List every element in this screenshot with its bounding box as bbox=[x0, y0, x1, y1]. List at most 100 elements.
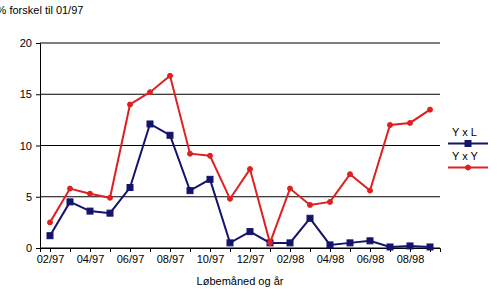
x-tick bbox=[110, 248, 111, 252]
x-tick-mark bbox=[370, 248, 371, 252]
x-tick bbox=[190, 248, 191, 252]
point bbox=[147, 121, 153, 127]
point bbox=[48, 220, 53, 225]
legend: Y x L Y x Y bbox=[448, 126, 488, 171]
grid-line bbox=[40, 145, 440, 146]
point bbox=[407, 243, 413, 249]
y-axis: 0 5 10 15 20 bbox=[20, 37, 41, 254]
point bbox=[308, 202, 313, 207]
x-tick: 04/97 bbox=[77, 248, 105, 265]
y-tick: 15 bbox=[20, 88, 40, 100]
x-tick bbox=[230, 248, 231, 252]
x-tick: 08/98 bbox=[397, 248, 425, 265]
grid-line bbox=[40, 43, 440, 44]
x-tick-mark bbox=[250, 248, 251, 252]
x-tick bbox=[310, 248, 311, 252]
x-tick: 12/97 bbox=[237, 248, 265, 265]
point bbox=[288, 186, 293, 191]
point bbox=[167, 132, 173, 138]
x-tick-mark bbox=[230, 248, 231, 252]
point bbox=[148, 90, 153, 95]
point bbox=[47, 233, 53, 239]
point bbox=[107, 210, 113, 216]
point bbox=[267, 240, 273, 246]
grid bbox=[40, 43, 440, 248]
y-tick: 10 bbox=[20, 140, 40, 152]
point bbox=[68, 186, 73, 191]
x-tick bbox=[70, 248, 71, 252]
y-axis-line bbox=[36, 44, 41, 249]
x-tick: 02/97 bbox=[37, 248, 65, 265]
x-tick bbox=[150, 248, 151, 252]
plot-area bbox=[47, 73, 433, 250]
x-tick: 06/98 bbox=[357, 248, 385, 265]
x-tick bbox=[350, 248, 351, 252]
point bbox=[368, 188, 373, 193]
x-tick: 06/97 bbox=[117, 248, 145, 265]
chart: 0510152002/9704/9706/9708/9710/9712/9702… bbox=[0, 0, 497, 307]
x-tick: 02/98 bbox=[277, 248, 305, 265]
point bbox=[207, 176, 213, 182]
x-tick-mark bbox=[190, 248, 191, 252]
point bbox=[427, 244, 433, 250]
x-tick bbox=[270, 248, 271, 252]
legend-label: Y x L bbox=[452, 126, 477, 138]
y-tick-label: 5 bbox=[26, 191, 32, 203]
x-tick-mark bbox=[350, 248, 351, 252]
x-tick-mark bbox=[130, 248, 131, 252]
point bbox=[227, 240, 233, 246]
point bbox=[268, 240, 273, 245]
y-tick-mark bbox=[36, 248, 40, 249]
point bbox=[388, 123, 393, 128]
point bbox=[428, 107, 433, 112]
x-tick-label: 10/97 bbox=[197, 253, 225, 265]
point bbox=[307, 215, 313, 221]
point bbox=[128, 102, 133, 107]
x-tick-mark bbox=[290, 248, 291, 252]
x-tick: 04/98 bbox=[317, 248, 345, 265]
x-tick-label: 06/98 bbox=[357, 253, 385, 265]
y-tick: 20 bbox=[20, 37, 40, 49]
y-tick-label: 0 bbox=[26, 242, 32, 254]
y-tick-label: 10 bbox=[20, 140, 32, 152]
x-tick-mark bbox=[90, 248, 91, 252]
point bbox=[228, 196, 233, 201]
x-tick-mark bbox=[210, 248, 211, 252]
grid-line bbox=[40, 94, 440, 95]
point bbox=[208, 153, 213, 158]
x-tick-mark bbox=[310, 248, 311, 252]
y-tick-mark bbox=[36, 197, 40, 198]
x-tick-label: 02/98 bbox=[277, 253, 305, 265]
point bbox=[328, 199, 333, 204]
x-tick-label: 04/98 bbox=[317, 253, 345, 265]
x-axis: 02/97 04/97 06/97 08/97 10/97 12/97 02/98 04/98… bbox=[37, 248, 441, 265]
x-tick-mark bbox=[170, 248, 171, 252]
series-line bbox=[50, 76, 430, 243]
point bbox=[408, 120, 413, 125]
x-tick: 10/97 bbox=[197, 248, 225, 265]
point bbox=[108, 195, 113, 200]
point bbox=[187, 188, 193, 194]
x-tick-label: 12/97 bbox=[237, 253, 265, 265]
point bbox=[87, 208, 93, 214]
point bbox=[188, 151, 193, 156]
y-tick-label: 20 bbox=[20, 37, 32, 49]
y-tick-mark bbox=[36, 94, 40, 95]
x-tick-mark bbox=[150, 248, 151, 252]
y-tick-label: 15 bbox=[20, 88, 32, 100]
y-tick-mark bbox=[36, 146, 40, 147]
point bbox=[168, 73, 173, 78]
point bbox=[67, 199, 73, 205]
point bbox=[347, 240, 353, 246]
point bbox=[88, 191, 93, 196]
x-tick-mark bbox=[110, 248, 111, 252]
point bbox=[247, 229, 253, 235]
point bbox=[127, 185, 133, 191]
point bbox=[348, 172, 353, 177]
legend-label: Y x Y bbox=[452, 150, 479, 162]
point bbox=[367, 238, 373, 244]
x-tick-label: 08/97 bbox=[157, 253, 185, 265]
point bbox=[287, 240, 293, 246]
point bbox=[387, 244, 393, 250]
x-axis-line bbox=[41, 249, 441, 253]
